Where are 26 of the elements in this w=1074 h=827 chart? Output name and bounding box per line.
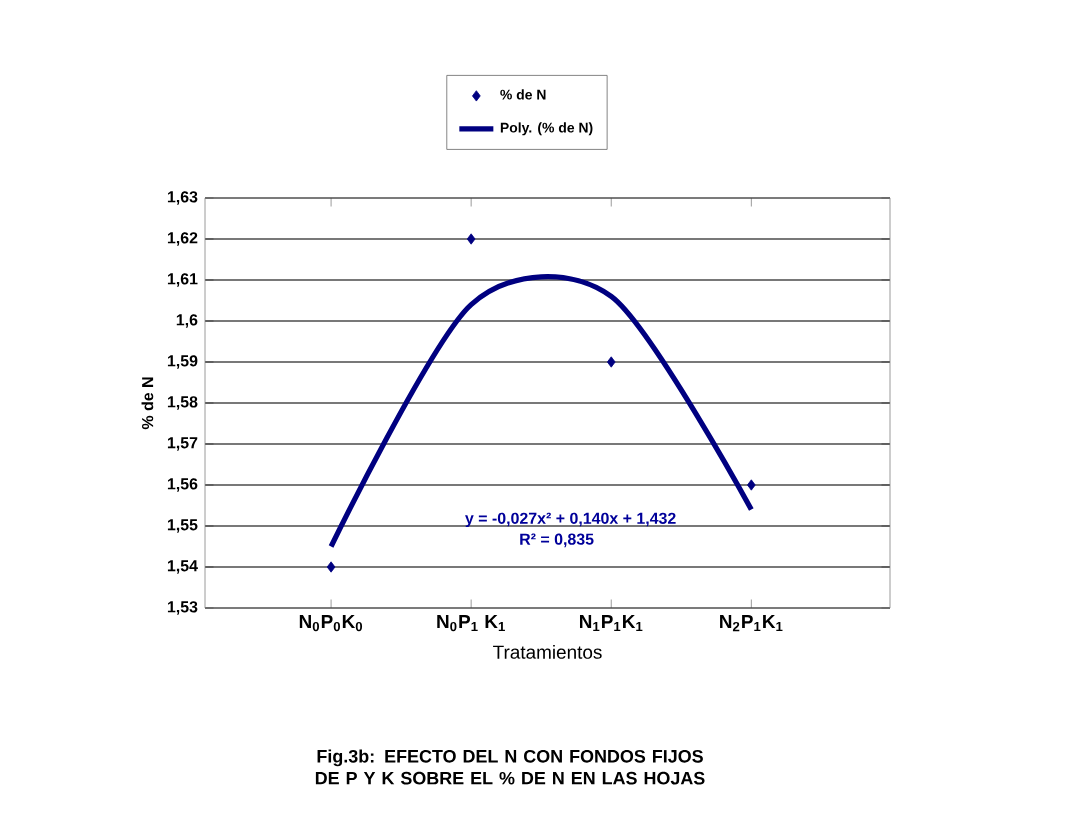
- point: [606, 356, 616, 368]
- x-axis-title: Tratamientos: [493, 644, 602, 659]
- point: [466, 233, 476, 245]
- annotation: y = -0,027x² + 0,140x + 1,432: [465, 512, 676, 528]
- y-tick-label: 1,55: [167, 519, 198, 533]
- annotation: R² = 0,835: [520, 533, 594, 548]
- legend-label: % de N: [500, 89, 546, 100]
- y-tick-label: 1,63: [167, 191, 198, 205]
- y-tick-label: 1,61: [167, 273, 198, 287]
- legend-label: Poly. (% de N): [500, 122, 593, 136]
- y-tick-label: 1,6: [176, 314, 198, 328]
- y-tick-label: 1,62: [167, 232, 198, 246]
- x-tick-label: N$_{2}$P$_{1}$K$_{1}$: [720, 615, 783, 632]
- point: [326, 561, 336, 573]
- y-tick-label: 1,56: [167, 478, 198, 492]
- x-tick-label: N$_{0}$P$_{1}$ K$_{1}$: [437, 615, 505, 632]
- y-tick-label: 1,59: [167, 355, 198, 369]
- y-tick-label: 1,53: [167, 601, 198, 615]
- point: [747, 479, 756, 491]
- y-tick-label: 1,57: [167, 437, 198, 451]
- text: Fig.3b: EFECTO DEL N CON FONDOS FIJOS DE P Y K SOBRE EL % DE N EN LAS HOJAS: [315, 749, 705, 785]
- y-axis-title: % de N: [141, 377, 154, 430]
- y-tick-label: 1,58: [167, 396, 198, 410]
- x-tick-label: N$_{0}$P$_{0}$K$_{0}$: [299, 615, 363, 632]
- y-tick-label: 1,54: [167, 560, 198, 574]
- x-tick-label: N$_{1}$P$_{1}$K$_{1}$: [579, 615, 643, 631]
